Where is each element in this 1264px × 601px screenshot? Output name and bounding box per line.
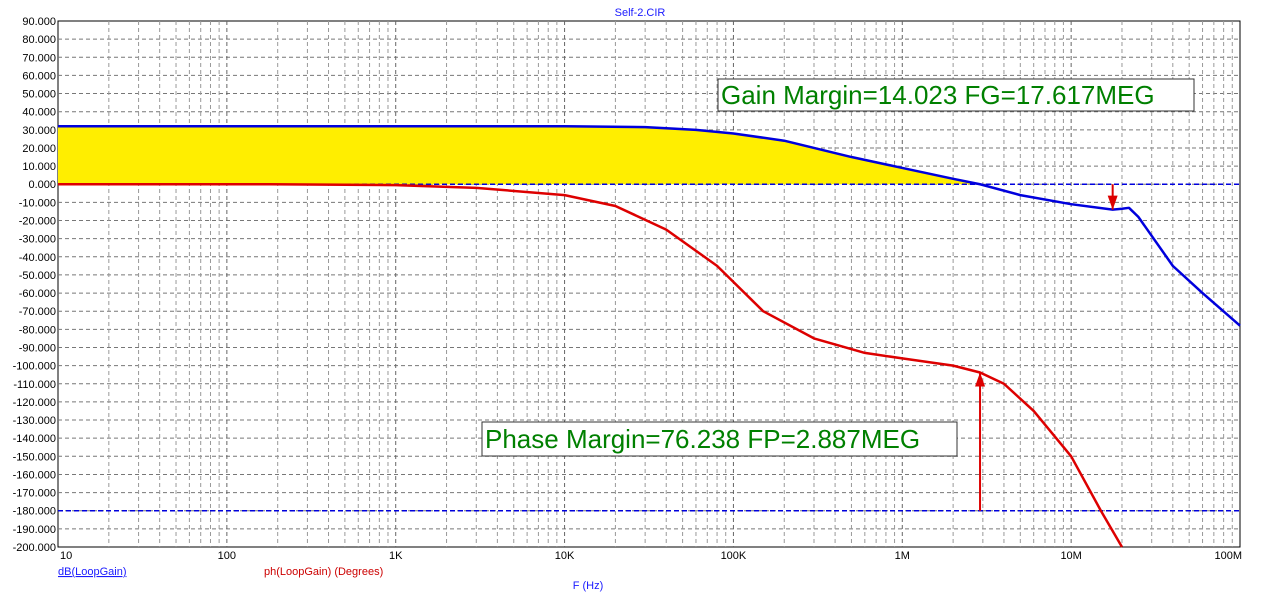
- x-tick-label: 10M: [1060, 550, 1081, 562]
- x-tick-label: 10: [60, 550, 72, 562]
- phase-margin-box: [481, 421, 958, 457]
- x-tick-label: 1M: [895, 550, 910, 562]
- y-tick-label: -30.000: [19, 234, 56, 246]
- plot-frame: [57, 20, 1241, 548]
- x-tick-labels: 10 100 1K 10K 100K 1M 10M 100M: [60, 550, 1242, 562]
- y-tick-label: 30.000: [22, 125, 56, 137]
- x-tick-label: 100: [218, 550, 236, 562]
- x-tick-label: 100M: [1214, 550, 1242, 562]
- legend-phase[interactable]: ph(LoopGain) (Degrees): [264, 566, 383, 578]
- y-tick-label: -40.000: [19, 252, 56, 264]
- margin-arrow-head: [975, 372, 986, 387]
- phase-margin-annotation: Phase Margin=76.238 FP=2.887MEG: [481, 421, 958, 457]
- y-tick-label: 20.000: [22, 143, 56, 155]
- y-tick-label: -60.000: [19, 288, 56, 300]
- phase-margin-text: Phase Margin=76.238 FP=2.887MEG: [485, 424, 920, 454]
- y-tick-label: -90.000: [19, 342, 56, 354]
- gain-line: [58, 124, 1241, 327]
- y-tick-label: 90.000: [22, 16, 56, 28]
- gain-margin-box: [717, 78, 1195, 112]
- y-tick-label: 40.000: [22, 107, 56, 119]
- y-tick-label: -190.000: [13, 524, 56, 536]
- y-tick-label: -180.000: [13, 506, 56, 518]
- chart-title: Self-2.CIR: [615, 7, 666, 19]
- y-tick-label: 0.000: [28, 179, 56, 191]
- y-tick-label: 50.000: [22, 89, 56, 101]
- y-tick-label: 10.000: [22, 161, 56, 173]
- x-axis-label: F (Hz): [573, 580, 604, 592]
- y-tick-label: -130.000: [13, 415, 56, 427]
- legend-gain[interactable]: dB(LoopGain): [58, 566, 127, 578]
- y-tick-label: -140.000: [13, 433, 56, 445]
- y-tick-label: 80.000: [22, 34, 56, 46]
- y-tick-label: -170.000: [13, 488, 56, 500]
- phase-line: [58, 182, 1124, 548]
- y-tick-label: -20.000: [19, 216, 56, 228]
- y-tick-label: -150.000: [13, 451, 56, 463]
- gain-margin-annotation: Gain Margin=14.023 FG=17.617MEG: [717, 78, 1195, 112]
- y-tick-label: 60.000: [22, 70, 56, 82]
- y-tick-label: -100.000: [13, 361, 56, 373]
- y-tick-label: -120.000: [13, 397, 56, 409]
- y-tick-label: -70.000: [19, 306, 56, 318]
- gain-area-fill: [58, 126, 981, 185]
- y-tick-label: -80.000: [19, 324, 56, 336]
- y-tick-label: -200.000: [13, 542, 56, 554]
- gain-margin-text: Gain Margin=14.023 FG=17.617MEG: [721, 80, 1155, 110]
- y-tick-label: -10.000: [19, 197, 56, 209]
- y-tick-label: -110.000: [13, 379, 56, 391]
- y-tick-label: -50.000: [19, 270, 56, 282]
- margin-markers: [975, 184, 1118, 511]
- x-tick-label: 100K: [721, 550, 747, 562]
- y-tick-label: -160.000: [13, 469, 56, 481]
- gain-fill: [58, 126, 981, 185]
- margin-arrow-head: [1107, 195, 1118, 210]
- x-tick-label: 10K: [555, 550, 575, 562]
- x-tick-label: 1K: [389, 550, 403, 562]
- y-tick-labels: 90.000 80.000 70.000 60.000 50.000 40.000 30.0…: [13, 16, 56, 554]
- y-tick-label: 70.000: [22, 52, 56, 64]
- series-lines: [58, 124, 1241, 548]
